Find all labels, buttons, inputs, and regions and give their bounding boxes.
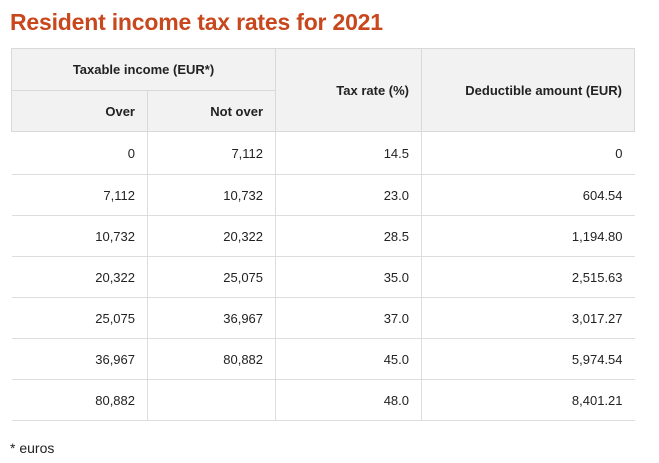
cell-not-over: 20,322: [147, 215, 277, 257]
table-row: 20,322 25,075 35.0 2,515.63: [11, 256, 635, 298]
page-title: Resident income tax rates for 2021: [10, 9, 383, 35]
cell-tax-rate: 37.0: [275, 297, 423, 339]
header-not-over: Not over: [146, 90, 277, 132]
cell-tax-rate: 14.5: [275, 131, 423, 175]
cell-deductible: 604.54: [421, 174, 635, 216]
cell-over: 36,967: [11, 338, 148, 380]
table-row: 0 7,112 14.5 0: [11, 131, 635, 175]
cell-tax-rate: 23.0: [275, 174, 423, 216]
cell-not-over: [147, 379, 277, 421]
cell-not-over: 10,732: [147, 174, 277, 216]
cell-over: 80,882: [11, 379, 148, 421]
footnote: * euros: [10, 440, 55, 456]
header-over: Over: [11, 90, 148, 132]
cell-over: 20,322: [11, 256, 148, 298]
cell-deductible: 8,401.21: [421, 379, 635, 421]
table-row: 7,112 10,732 23.0 604.54: [11, 174, 635, 216]
cell-not-over: 80,882: [147, 338, 277, 380]
header-taxable-income: Taxable income (EUR*): [10, 48, 277, 91]
cell-over: 0: [11, 131, 148, 175]
header-deductible-amount: Deductible amount (EUR): [421, 48, 636, 132]
table-row: 36,967 80,882 45.0 5,974.54: [11, 338, 635, 380]
cell-over: 10,732: [11, 215, 148, 257]
table-row: 80,882 48.0 8,401.21: [11, 379, 635, 421]
cell-tax-rate: 45.0: [275, 338, 423, 380]
cell-deductible: 1,194.80: [421, 215, 635, 257]
cell-tax-rate: 28.5: [275, 215, 423, 257]
cell-over: 7,112: [11, 174, 148, 216]
cell-not-over: 25,075: [147, 256, 277, 298]
table-row: 25,075 36,967 37.0 3,017.27: [11, 297, 635, 339]
cell-deductible: 3,017.27: [421, 297, 635, 339]
cell-over: 25,075: [11, 297, 148, 339]
cell-deductible: 0: [421, 131, 635, 175]
header-tax-rate: Tax rate (%): [275, 48, 423, 132]
table-row: 10,732 20,322 28.5 1,194.80: [11, 215, 635, 257]
tax-rates-table: Taxable income (EUR*) Tax rate (%) Deduc…: [10, 48, 636, 421]
cell-tax-rate: 35.0: [275, 256, 423, 298]
cell-deductible: 2,515.63: [421, 256, 635, 298]
cell-not-over: 36,967: [147, 297, 277, 339]
table-header: Taxable income (EUR*) Tax rate (%) Deduc…: [10, 48, 636, 132]
cell-tax-rate: 48.0: [275, 379, 423, 421]
cell-not-over: 7,112: [147, 131, 277, 175]
table-body: 0 7,112 14.5 0 7,112 10,732 23.0 604.54 …: [11, 131, 635, 421]
cell-deductible: 5,974.54: [421, 338, 635, 380]
